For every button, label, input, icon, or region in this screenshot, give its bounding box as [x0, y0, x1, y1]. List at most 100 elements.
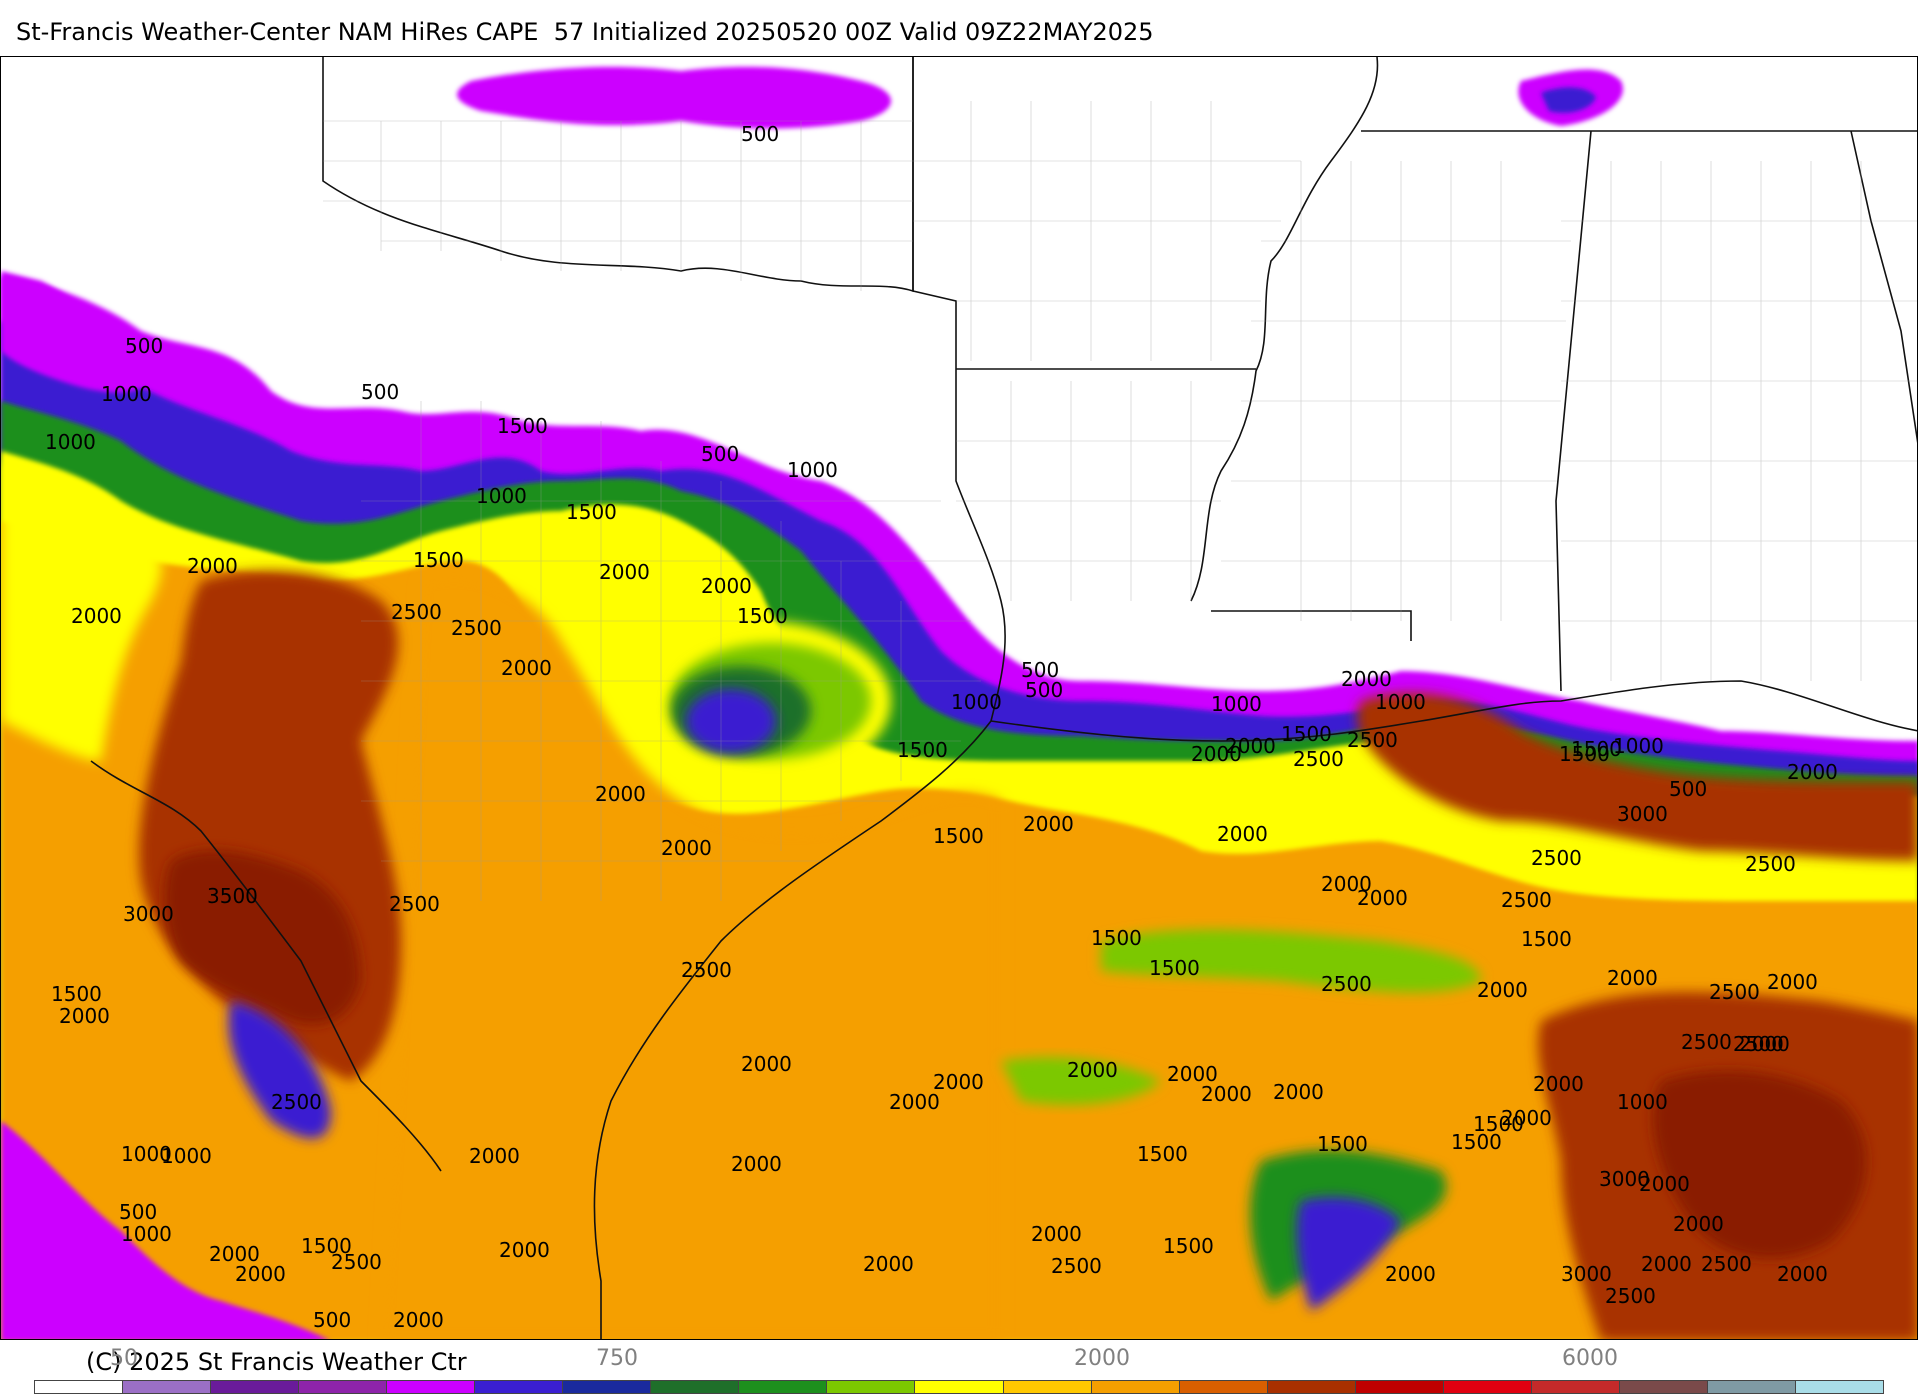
contour-label: 2000: [1321, 872, 1372, 896]
contour-label: 2500: [389, 892, 440, 916]
contour-label: 2000: [393, 1308, 444, 1332]
contour-label: 2000: [71, 604, 122, 628]
colorbar-tick-label: 2000: [1074, 1346, 1130, 1371]
contour-label: 500: [125, 334, 163, 358]
contour-label: 2000: [1533, 1072, 1584, 1096]
contour-label: 1500: [301, 1234, 352, 1258]
contour-label: 2000: [1673, 1212, 1724, 1236]
contour-label: 2500: [1733, 1032, 1784, 1056]
contour-label: 2000: [1357, 886, 1408, 910]
contour-label: 3500: [207, 884, 258, 908]
contour-label: 500: [119, 1200, 157, 1224]
state-border-la-tx: [955, 369, 1006, 722]
contour-label: 2500: [271, 1090, 322, 1114]
contour-label: 1500: [51, 982, 102, 1006]
contour-label: 500: [361, 380, 399, 404]
colorbar-swatch: [1003, 1381, 1092, 1393]
coastline-gulf-east: [990, 680, 1917, 742]
cape-map-canvas: 5005005001000100015005001000500100020001…: [1, 57, 1917, 1339]
contour-label: 1000: [161, 1144, 212, 1168]
colorbar-swatch: [1443, 1381, 1532, 1393]
copyright-text: (C) 2025 St Francis Weather Ctr: [86, 1348, 467, 1376]
contour-label: 500: [1021, 658, 1059, 682]
contour-label: 2000: [701, 574, 752, 598]
colorbar-swatch: [1531, 1381, 1620, 1393]
state-border-ok-ar: [912, 57, 957, 369]
contour-label: 1500: [566, 500, 617, 524]
contour-label: 2000: [595, 782, 646, 806]
contour-label: 1000: [45, 430, 96, 454]
colorbar-swatch: [123, 1381, 212, 1393]
contour-label: 1000: [476, 484, 527, 508]
colorbar-swatch: [35, 1381, 124, 1393]
contour-label: 3000: [1561, 1262, 1612, 1286]
colorbar-swatch: [211, 1381, 300, 1393]
contour-label: 1000: [1617, 1090, 1668, 1114]
cape-3000-region-east: [1357, 692, 1917, 861]
contour-label: 2500: [1701, 1252, 1752, 1276]
contour-label: 2000: [1641, 1252, 1692, 1276]
cape-3500-region-se: [1652, 1070, 1867, 1259]
contour-label: 500: [1025, 678, 1063, 702]
state-boundaries: [90, 57, 1917, 1339]
contour-label: 2000: [235, 1262, 286, 1286]
colorbar-swatch: [1707, 1381, 1796, 1393]
contour-label: 1500: [1451, 1130, 1502, 1154]
contour-label: 2000: [1067, 1058, 1118, 1082]
cape-sw-low: [1, 1121, 327, 1339]
contour-label: 1000: [1613, 734, 1664, 758]
contour-label: 1500: [1281, 722, 1332, 746]
contour-label: 2000: [1501, 1106, 1552, 1130]
colorbar-swatch: [1619, 1381, 1708, 1393]
cape-shading-layer: [1, 66, 1917, 1339]
contour-label: 1000: [101, 382, 152, 406]
contour-label: 2500: [1501, 888, 1552, 912]
contour-label: 2500: [1681, 1030, 1732, 1054]
contour-label: 2000: [501, 656, 552, 680]
cape-north-blob-3: [1541, 87, 1596, 113]
contour-label: 1000: [121, 1222, 172, 1246]
state-border-la-ms: [1211, 610, 1412, 641]
state-border-ms-al: [1555, 130, 1592, 692]
contour-label: 2000: [1477, 978, 1528, 1002]
map-title: St-Francis Weather-Center NAM HiRes CAPE…: [16, 18, 1154, 46]
contour-label: 2500: [1745, 852, 1796, 876]
contour-label: 2500: [451, 616, 502, 640]
contour-label: 1500: [1317, 1132, 1368, 1156]
colorbar-tick-labels: 50 750 2000 6000: [0, 1346, 1920, 1374]
contour-label: 2500: [1293, 747, 1344, 771]
contour-label: 2000: [661, 836, 712, 860]
contour-label: 3000: [1617, 802, 1668, 826]
contour-label: 2000: [1739, 1032, 1790, 1056]
cape-north-blob-1: [457, 66, 891, 129]
contour-label: 2000: [1767, 970, 1818, 994]
state-border-mississippi-river: [1190, 57, 1379, 602]
contour-label: 1000: [1211, 692, 1262, 716]
contour-label: 1500: [1149, 956, 1200, 980]
contour-label: 1500: [933, 824, 984, 848]
contour-label: 1500: [1521, 927, 1572, 951]
cape-2500-gulf: [381, 575, 1001, 1339]
contour-label: 1500: [1163, 1234, 1214, 1258]
colorbar-swatch: [827, 1381, 916, 1393]
cape-low-core-blue: [686, 689, 776, 753]
contour-label: 2000: [1167, 1062, 1218, 1086]
contour-label: 1500: [1559, 742, 1610, 766]
colorbar-swatch: [1091, 1381, 1180, 1393]
contour-label: 2000: [599, 560, 650, 584]
contour-label: 1500: [1473, 1112, 1524, 1136]
contour-label: 2000: [1031, 1222, 1082, 1246]
cape-colorbar: [34, 1380, 1884, 1394]
contour-label: 2000: [1217, 822, 1268, 846]
contour-label: 3000: [1599, 1167, 1650, 1191]
contour-label: 1000: [121, 1142, 172, 1166]
contour-label: 2000: [1191, 742, 1242, 766]
contour-label: 2000: [1023, 812, 1074, 836]
contour-label: 1500: [497, 414, 548, 438]
contour-label: 500: [741, 122, 779, 146]
cape-streak-1: [1101, 929, 1481, 993]
contour-label: 1500: [1571, 737, 1622, 761]
colorbar-swatch: [1267, 1381, 1356, 1393]
cape-2000-rim-west: [1, 461, 162, 761]
colorbar-swatch: [739, 1381, 828, 1393]
